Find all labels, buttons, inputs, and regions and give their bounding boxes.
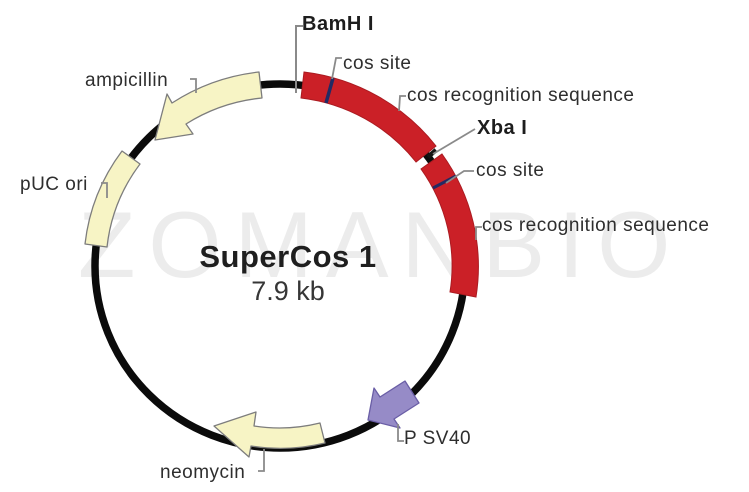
leader-cos-recognition-1	[398, 95, 406, 112]
leader-xbai	[432, 128, 476, 155]
label-neomycin: neomycin	[160, 462, 246, 483]
leader-neomycin	[258, 449, 265, 472]
label-ampicillin: ampicillin	[85, 70, 169, 91]
puc-ori-segment	[84, 150, 141, 248]
label-xbai: Xba I	[477, 117, 528, 139]
label-cos-site-1: cos site	[343, 53, 412, 74]
cos-region-arc-segment-2	[420, 153, 479, 298]
leader-puc-ori	[101, 182, 108, 198]
psv40-arrow	[367, 380, 420, 429]
label-puc-ori: pUC ori	[20, 174, 88, 195]
label-cos-site-2: cos site	[476, 160, 545, 181]
label-bamhi: BamH I	[302, 13, 374, 35]
watermark: ZOMANBIO	[78, 192, 684, 297]
neomycin-arrow	[213, 411, 326, 458]
leader-cos-site-1	[331, 57, 342, 80]
plasmid-size: 7.9 kb	[251, 276, 325, 306]
leader-cos-recognition-2	[475, 226, 482, 240]
leader-bamhi	[295, 25, 303, 93]
label-cos-recognition-2: cos recognition sequence	[482, 215, 710, 236]
cos-region-arc-segment-1	[300, 71, 437, 163]
ampicillin-arrow	[154, 71, 263, 141]
label-psv40: P SV40	[404, 428, 472, 449]
label-cos-recognition-1: cos recognition sequence	[407, 85, 635, 106]
cos-site-tick-1	[324, 77, 335, 104]
leader-ampicillin	[190, 78, 197, 93]
xbai-site-tick	[426, 148, 438, 159]
leader-cos-site-2	[445, 170, 474, 184]
leader-psv40	[397, 424, 404, 442]
plasmid-title: SuperCos 1	[199, 239, 377, 274]
